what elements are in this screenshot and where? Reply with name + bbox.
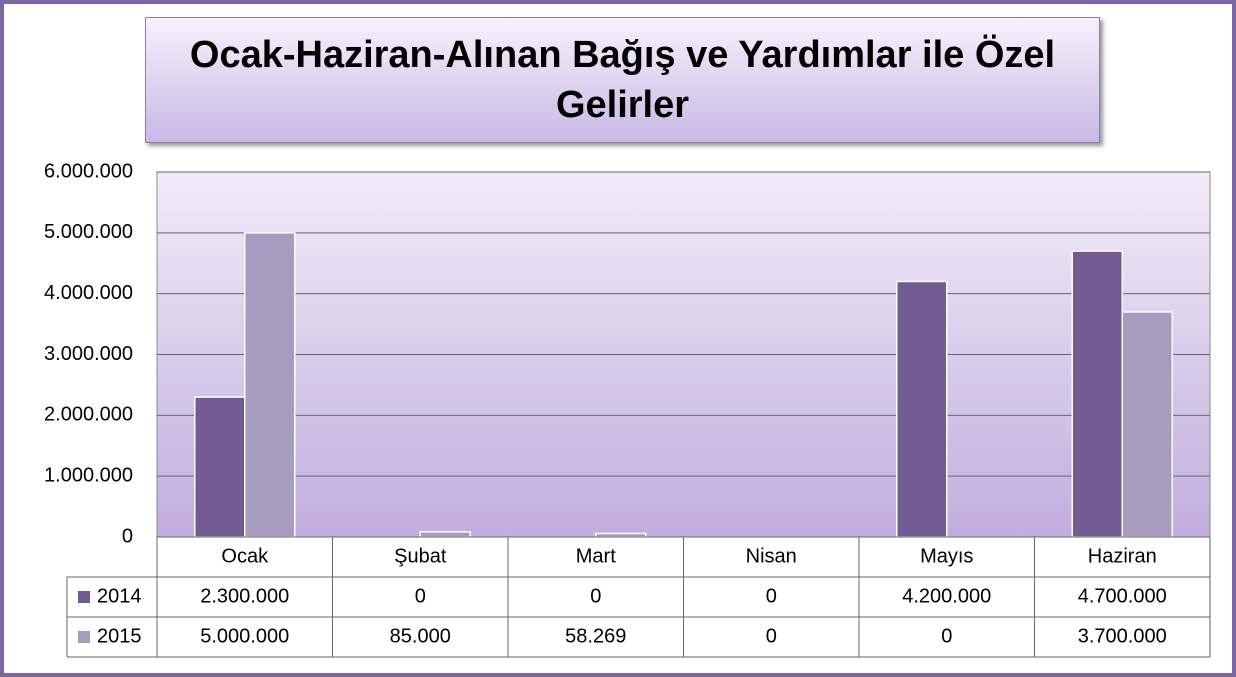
- legend-key: [78, 631, 90, 643]
- bar: [244, 232, 296, 538]
- table-value: 3.700.000: [1078, 625, 1167, 647]
- x-tick-label: Şubat: [394, 545, 447, 567]
- bar: [595, 532, 647, 538]
- x-tick-label: Ocak: [221, 545, 269, 567]
- x-tick-label: Haziran: [1088, 545, 1157, 567]
- table-value: 4.200.000: [902, 585, 991, 607]
- x-tick-label: Mart: [576, 545, 616, 567]
- chart-title: Ocak-Haziran-Alınan Bağış ve Yardımlar i…: [145, 17, 1100, 143]
- y-tick-label: 2.000.000: [44, 404, 133, 426]
- y-tick-label: 3.000.000: [44, 343, 133, 365]
- y-tick-label: 5.000.000: [44, 221, 133, 243]
- legend-key: [78, 591, 90, 603]
- legend-label: 2015: [97, 625, 142, 647]
- table-value: 0: [590, 585, 601, 607]
- bar: [896, 280, 948, 538]
- bar: [194, 396, 246, 538]
- table-value: 0: [766, 625, 777, 647]
- table-value: 0: [415, 585, 426, 607]
- x-tick-label: Nisan: [746, 545, 797, 567]
- y-tick-label: 6.000.000: [44, 160, 133, 182]
- bar: [1121, 311, 1173, 538]
- y-tick-label: 1.000.000: [44, 464, 133, 486]
- y-tick-label: 0: [122, 525, 133, 547]
- y-tick-label: 4.000.000: [44, 282, 133, 304]
- table-value: 2.300.000: [200, 585, 289, 607]
- bar: [1071, 250, 1123, 538]
- table-value: 5.000.000: [200, 625, 289, 647]
- table-value: 0: [941, 625, 952, 647]
- table-value: 0: [766, 585, 777, 607]
- table-value: 4.700.000: [1078, 585, 1167, 607]
- x-tick-label: Mayıs: [920, 545, 973, 567]
- table-value: 85.000: [390, 625, 451, 647]
- bar: [419, 531, 471, 538]
- table-value: 58.269: [565, 625, 626, 647]
- legend-label: 2014: [97, 585, 142, 607]
